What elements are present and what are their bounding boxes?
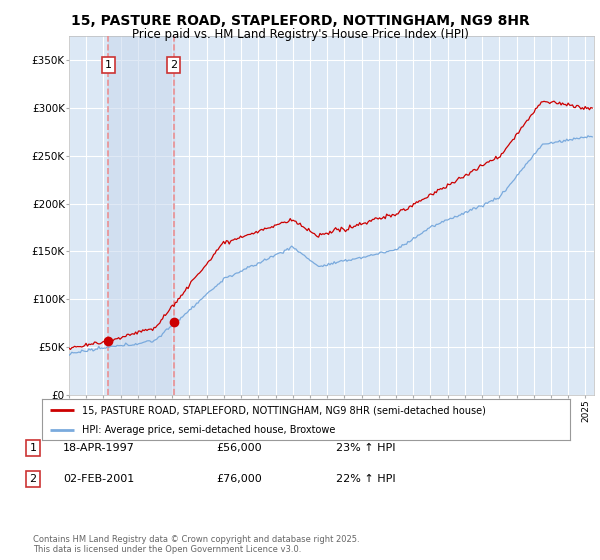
Text: £76,000: £76,000 xyxy=(216,474,262,484)
Text: 15, PASTURE ROAD, STAPLEFORD, NOTTINGHAM, NG9 8HR (semi-detached house): 15, PASTURE ROAD, STAPLEFORD, NOTTINGHAM… xyxy=(82,405,485,415)
Text: 15, PASTURE ROAD, STAPLEFORD, NOTTINGHAM, NG9 8HR: 15, PASTURE ROAD, STAPLEFORD, NOTTINGHAM… xyxy=(71,14,529,28)
Text: £56,000: £56,000 xyxy=(216,443,262,453)
Text: 2: 2 xyxy=(29,474,37,484)
Text: 2: 2 xyxy=(170,60,178,70)
Text: Contains HM Land Registry data © Crown copyright and database right 2025.
This d: Contains HM Land Registry data © Crown c… xyxy=(33,535,359,554)
Text: 18-APR-1997: 18-APR-1997 xyxy=(63,443,135,453)
Text: 1: 1 xyxy=(29,443,37,453)
Text: 22% ↑ HPI: 22% ↑ HPI xyxy=(336,474,395,484)
Text: 02-FEB-2001: 02-FEB-2001 xyxy=(63,474,134,484)
Text: 23% ↑ HPI: 23% ↑ HPI xyxy=(336,443,395,453)
Text: 1: 1 xyxy=(105,60,112,70)
Text: Price paid vs. HM Land Registry's House Price Index (HPI): Price paid vs. HM Land Registry's House … xyxy=(131,28,469,41)
Text: HPI: Average price, semi-detached house, Broxtowe: HPI: Average price, semi-detached house,… xyxy=(82,426,335,435)
Bar xyxy=(109,36,174,395)
